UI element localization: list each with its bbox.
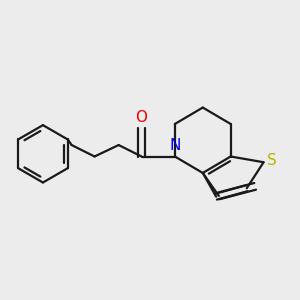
Text: O: O bbox=[136, 110, 148, 125]
Text: N: N bbox=[169, 138, 181, 153]
Text: S: S bbox=[267, 153, 277, 168]
